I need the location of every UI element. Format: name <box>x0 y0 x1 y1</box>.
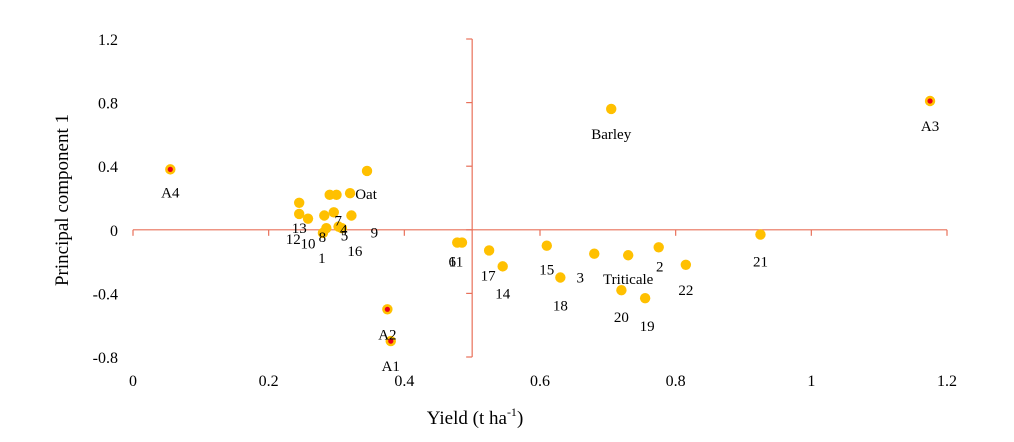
y-tick-label: -0.4 <box>93 286 118 303</box>
data-point <box>319 210 330 221</box>
data-label: 14 <box>495 286 511 302</box>
data-label: Barley <box>591 127 631 143</box>
data-label: 18 <box>553 299 568 315</box>
tick-labels: 0 0.2 0.4 0.6 0.8 1 1.2 -0.8 -0.4 0 0.4 0.8 1.2 <box>93 32 957 390</box>
data-label: 12 <box>286 232 301 248</box>
data-label: 21 <box>753 255 768 271</box>
x-tick-label: 1.2 <box>937 373 957 390</box>
data-point-center <box>167 166 173 172</box>
data-point <box>541 240 552 251</box>
data-point <box>555 272 566 283</box>
data-point <box>361 165 373 177</box>
x-tick-label: 0.8 <box>666 373 686 390</box>
data-point <box>336 223 348 234</box>
data-label: 19 <box>640 319 655 335</box>
axes <box>132 38 948 358</box>
data-label: 8 <box>319 230 327 246</box>
data-label: 16 <box>347 244 363 260</box>
data-label: 15 <box>539 263 554 279</box>
y-axis-title: Principal component 1 <box>52 114 73 286</box>
data-label: 13 <box>292 221 307 237</box>
y-tick-label: 0 <box>110 223 118 240</box>
data-point <box>483 245 495 256</box>
data-point <box>331 189 342 201</box>
data-label: 9 <box>371 225 379 241</box>
data-label: A3 <box>921 119 939 135</box>
data-label: 3 <box>577 271 585 287</box>
data-point-center <box>927 98 933 104</box>
data-label: 2 <box>656 259 664 275</box>
x-axis-title: Yield (t ha-1) <box>427 405 524 429</box>
x-tick-label: 0.4 <box>394 373 414 390</box>
data-label: 6 <box>448 255 456 271</box>
data-point <box>653 242 664 253</box>
data-point-center <box>384 306 390 312</box>
data-label: A4 <box>161 185 180 201</box>
x-tick-label: 1 <box>807 373 815 390</box>
data-point <box>328 207 339 218</box>
data-point <box>616 285 627 296</box>
y-tick-label: 0.8 <box>98 96 118 113</box>
y-tick-label: -0.8 <box>93 350 118 367</box>
data-label: 17 <box>481 268 497 284</box>
data-label: 20 <box>614 310 629 326</box>
data-point <box>755 229 766 240</box>
data-point <box>639 292 651 304</box>
data-label: A1 <box>382 359 400 375</box>
data-label: 5 <box>341 229 349 245</box>
data-point <box>302 213 314 224</box>
data-label: Triticale <box>603 272 654 288</box>
data-label: 11 <box>449 255 463 271</box>
data-point <box>606 103 617 115</box>
data-point <box>293 197 305 208</box>
y-tick-label: 1.2 <box>98 32 118 49</box>
data-label: 4 <box>340 222 348 238</box>
data-point <box>589 248 600 259</box>
data-point <box>293 208 305 220</box>
x-tick-label: 0.6 <box>530 373 550 390</box>
data-point-center <box>388 338 394 344</box>
data-label: 1 <box>318 251 326 267</box>
data-label: 7 <box>335 213 343 229</box>
data-label: Oat <box>355 187 377 203</box>
data-label: 22 <box>678 283 693 299</box>
x-tick-label: 0 <box>129 373 137 390</box>
y-tick-label: 0.4 <box>98 159 118 176</box>
data-point <box>317 227 329 239</box>
data-point <box>680 259 692 270</box>
data-point <box>346 210 357 221</box>
data-point <box>497 261 508 272</box>
data-point <box>344 188 356 199</box>
data-label: 10 <box>301 237 316 253</box>
data-label: A2 <box>378 327 396 343</box>
x-tick-label: 0.2 <box>259 373 279 390</box>
data-point <box>456 237 468 248</box>
data-point <box>622 250 634 261</box>
data-points <box>165 95 936 347</box>
